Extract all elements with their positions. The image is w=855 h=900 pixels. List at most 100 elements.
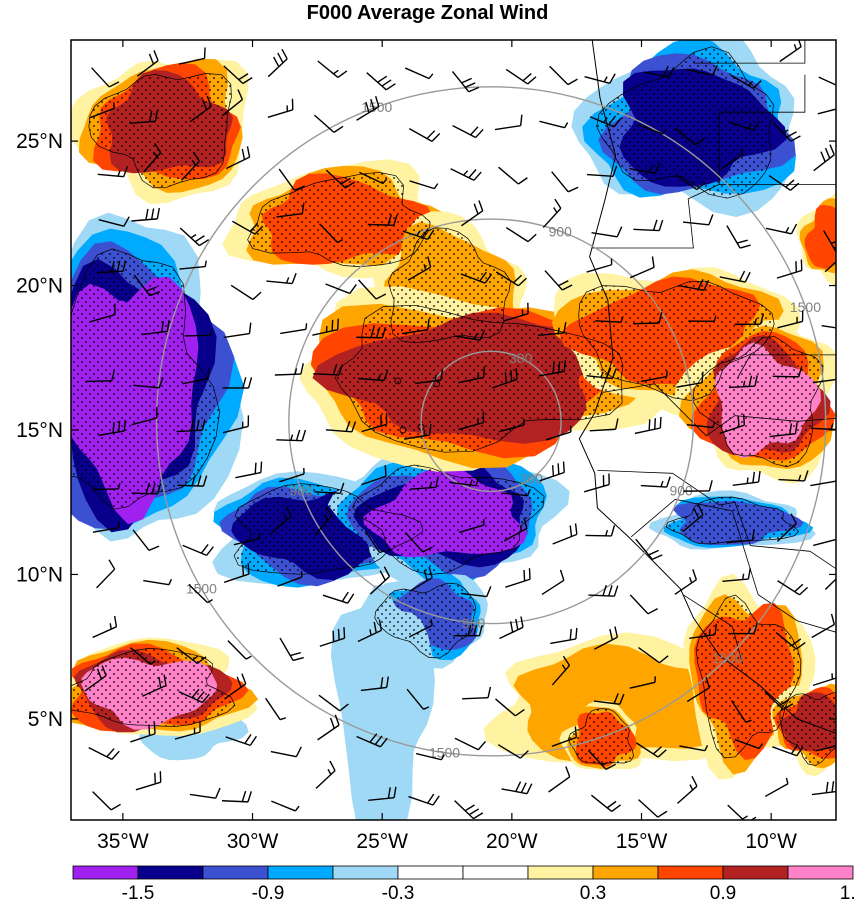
wind-barbs [84,40,836,820]
wind-barb [777,310,804,329]
colorbar-swatch [787,865,854,880]
wind-barb [501,489,531,497]
wind-barb [677,776,698,804]
wind-barb [325,420,357,433]
wind-barb [726,225,751,249]
wind-barb [765,223,798,235]
x-tick-label: 15°W [616,830,668,853]
range-ring-label: 1500 [712,650,743,666]
wind-barb [314,506,333,536]
wind-barb [551,655,571,686]
wind-barb [545,425,572,441]
wind-barb [89,303,116,323]
wind-barb [89,102,116,119]
wind-barb [278,168,305,191]
wind-barb [683,480,713,492]
wind-barb [772,366,803,378]
wind-barb [824,260,836,273]
wind-barb [495,698,525,717]
x-tick-label: 20°W [486,830,538,853]
wind-barb [498,418,525,433]
wind-barb [408,619,433,638]
wind-barb [728,120,760,131]
wind-barb [181,151,200,181]
range-ring-1500 [155,86,827,757]
wind-barb [322,591,355,604]
wind-barb [682,504,704,532]
wind-barb [810,423,836,431]
colorbar-label: 0.3 [580,883,606,900]
wind-barb [230,284,262,301]
x-tick-label: 35°W [97,830,149,853]
wind-barb [587,749,617,770]
range-ring-label: 1500 [186,581,217,597]
wind-barb [817,108,836,115]
wind-barb [734,313,765,326]
shade-contour [804,205,836,269]
wind-barb [499,616,524,640]
wind-barb [84,665,107,692]
wind-barb [366,72,396,91]
wind-barb [633,219,664,232]
wind-barb [769,422,798,438]
wind-barb [728,622,758,635]
wind-barb [811,613,836,639]
wind-barb [764,690,794,711]
wind-barb [177,475,208,487]
wind-barb [279,467,305,483]
wind-barb [551,726,578,748]
wind-barb [727,804,757,820]
wind-barb [179,260,207,270]
wind-barb [368,786,397,802]
wind-barb [772,121,801,142]
wind-barb [357,619,383,643]
wind-barb [502,302,529,322]
wind-barb [270,746,302,758]
wind-barb [629,256,655,279]
wind-barb [276,202,305,218]
wind-barb [319,627,346,647]
range-ring-label: 300 [509,350,533,366]
wind-barb [315,760,336,789]
wind-barb [629,676,656,689]
wind-anomaly-region [330,584,435,820]
wind-barb [266,272,297,285]
wind-barb [505,68,537,85]
wind-barb [635,538,663,560]
wind-barb [174,721,201,740]
wind-barb [505,568,531,588]
wind-barb [732,471,761,486]
wind-barb [279,637,304,662]
wind-barb [179,227,210,247]
wind-barb [133,274,161,297]
range-ring-label: 300 [520,471,544,487]
wind-barb [97,166,129,178]
colorbar-swatch [527,865,594,880]
x-tick-label: 10°W [745,830,797,853]
wind-barb [635,742,667,758]
wind-barb [416,752,445,761]
wind-barb [818,76,836,86]
wind-barb [401,318,430,335]
coastlines [394,40,836,734]
wind-barb [182,367,210,385]
wind-barb [143,142,162,173]
wind-barb [356,95,380,121]
wind-barb [221,89,244,117]
wind-barb [454,737,487,751]
wind-barb [92,791,121,811]
wind-barb [225,734,258,747]
wind-barb [179,47,206,65]
wind-barb [232,220,264,235]
wind-barb [686,677,711,703]
colorbar-label: 1.5 [840,883,855,900]
wind-barb [812,673,836,687]
wind-barb [810,472,836,487]
wind-barb [189,95,212,123]
wind-barb [643,65,675,78]
stipple-region [233,483,424,575]
wind-barb [591,226,623,238]
wind-barb [176,647,207,665]
wind-barb [586,367,617,380]
